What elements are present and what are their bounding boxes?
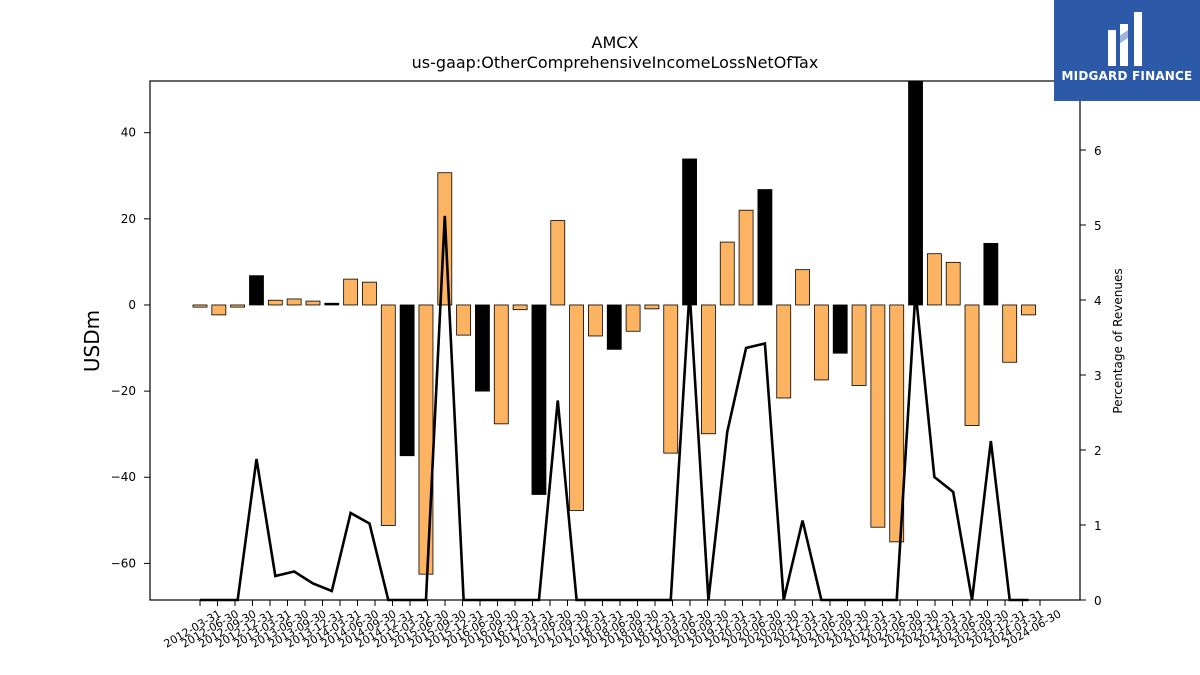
- right-y-tick-label: 4: [1094, 294, 1102, 308]
- bar-2012-09-30: [230, 304, 246, 308]
- bar-2021-12-31: [926, 253, 942, 306]
- right-y-tick-label: 0: [1094, 594, 1102, 608]
- chart-subtitle: us-gaap:OtherComprehensiveIncomeLossNetO…: [412, 53, 819, 72]
- bar-2016-06-30: [512, 304, 528, 311]
- bar-2019-03-31: [719, 241, 735, 306]
- bar-2021-09-30: [908, 80, 923, 306]
- bar-2015-09-30: [456, 304, 472, 336]
- bar-series: [192, 80, 1036, 575]
- left-y-tick-label: 40: [121, 126, 136, 140]
- bar-2013-03-31: [267, 299, 283, 306]
- bar-2012-12-31: [249, 275, 264, 306]
- bar-2020-09-30: [832, 304, 848, 354]
- right-y-tick-label: 3: [1094, 369, 1102, 383]
- bar-2018-09-30: [682, 158, 697, 306]
- bar-2016-12-31: [550, 220, 566, 306]
- bar-2020-03-31: [795, 269, 810, 306]
- bar-2016-09-30: [531, 304, 547, 495]
- bar-2019-12-31: [776, 304, 792, 399]
- chart-title: AMCX: [592, 33, 639, 52]
- brand-name: MIDGARD FINANCE: [1061, 69, 1193, 83]
- bar-2015-03-31: [418, 304, 434, 575]
- bar-2012-06-30: [211, 304, 227, 316]
- left-y-tick-label: 0: [128, 298, 136, 312]
- midgard-logo-icon: [1108, 12, 1142, 66]
- bar-2017-03-31: [569, 304, 584, 511]
- bar-2015-12-31: [475, 304, 490, 392]
- bar-2017-09-30: [606, 304, 622, 350]
- right-y-tick-label: 5: [1094, 219, 1102, 233]
- bar-2013-09-30: [305, 300, 321, 306]
- bar-2013-12-31: [324, 302, 340, 306]
- bar-2019-06-30: [738, 209, 754, 306]
- bar-2021-03-31: [870, 304, 886, 528]
- bar-2013-06-30: [286, 298, 302, 306]
- bar-2018-06-30: [663, 304, 679, 454]
- left-y-tick-label: 20: [121, 212, 136, 226]
- right-y-axis-label: Percentage of Revenues: [1111, 268, 1125, 413]
- bar-2014-06-30: [362, 281, 377, 306]
- bar-2018-12-31: [701, 304, 716, 435]
- left-y-axis: −60 −40 −20 0 20 40: [111, 126, 150, 570]
- bar-2022-09-30: [983, 242, 999, 306]
- bar-2021-06-30: [889, 304, 905, 543]
- bar-2020-12-31: [851, 304, 867, 386]
- right-y-tick-label: 2: [1094, 444, 1102, 458]
- bar-2019-09-30: [757, 189, 773, 306]
- left-y-axis-label: USDm: [80, 310, 104, 372]
- bar-2012-03-31: [192, 304, 208, 308]
- bar-2020-06-30: [813, 304, 829, 381]
- x-axis: 2012-03-312012-06-302012-09-302012-12-31…: [162, 600, 1064, 651]
- right-y-tick-label: 6: [1094, 144, 1102, 158]
- plot-frame: [149, 80, 1081, 601]
- left-y-tick-label: −40: [111, 470, 136, 484]
- line-series: [200, 215, 1029, 602]
- bar-2023-03-31: [1021, 304, 1036, 316]
- bar-2018-03-31: [644, 304, 660, 310]
- right-y-tick-label: 1: [1094, 519, 1102, 533]
- brand-logo: MIDGARD FINANCE: [1054, 0, 1200, 101]
- bar-2022-03-31: [945, 261, 961, 306]
- bar-2017-12-31: [625, 304, 641, 332]
- left-y-tick-label: −20: [111, 384, 136, 398]
- bar-2016-03-31: [493, 304, 509, 425]
- bar-2014-03-31: [343, 278, 359, 306]
- right-y-axis: 0 1 2 3 4 5 6: [1080, 144, 1102, 608]
- bar-2022-06-30: [964, 304, 980, 426]
- left-y-tick-label: −60: [111, 556, 136, 570]
- bar-2022-12-31: [1002, 304, 1018, 363]
- bar-2014-12-31: [399, 304, 415, 457]
- revenue-percentage-line: [200, 215, 1029, 602]
- bar-2014-09-30: [380, 304, 396, 526]
- bar-2017-06-30: [588, 304, 603, 337]
